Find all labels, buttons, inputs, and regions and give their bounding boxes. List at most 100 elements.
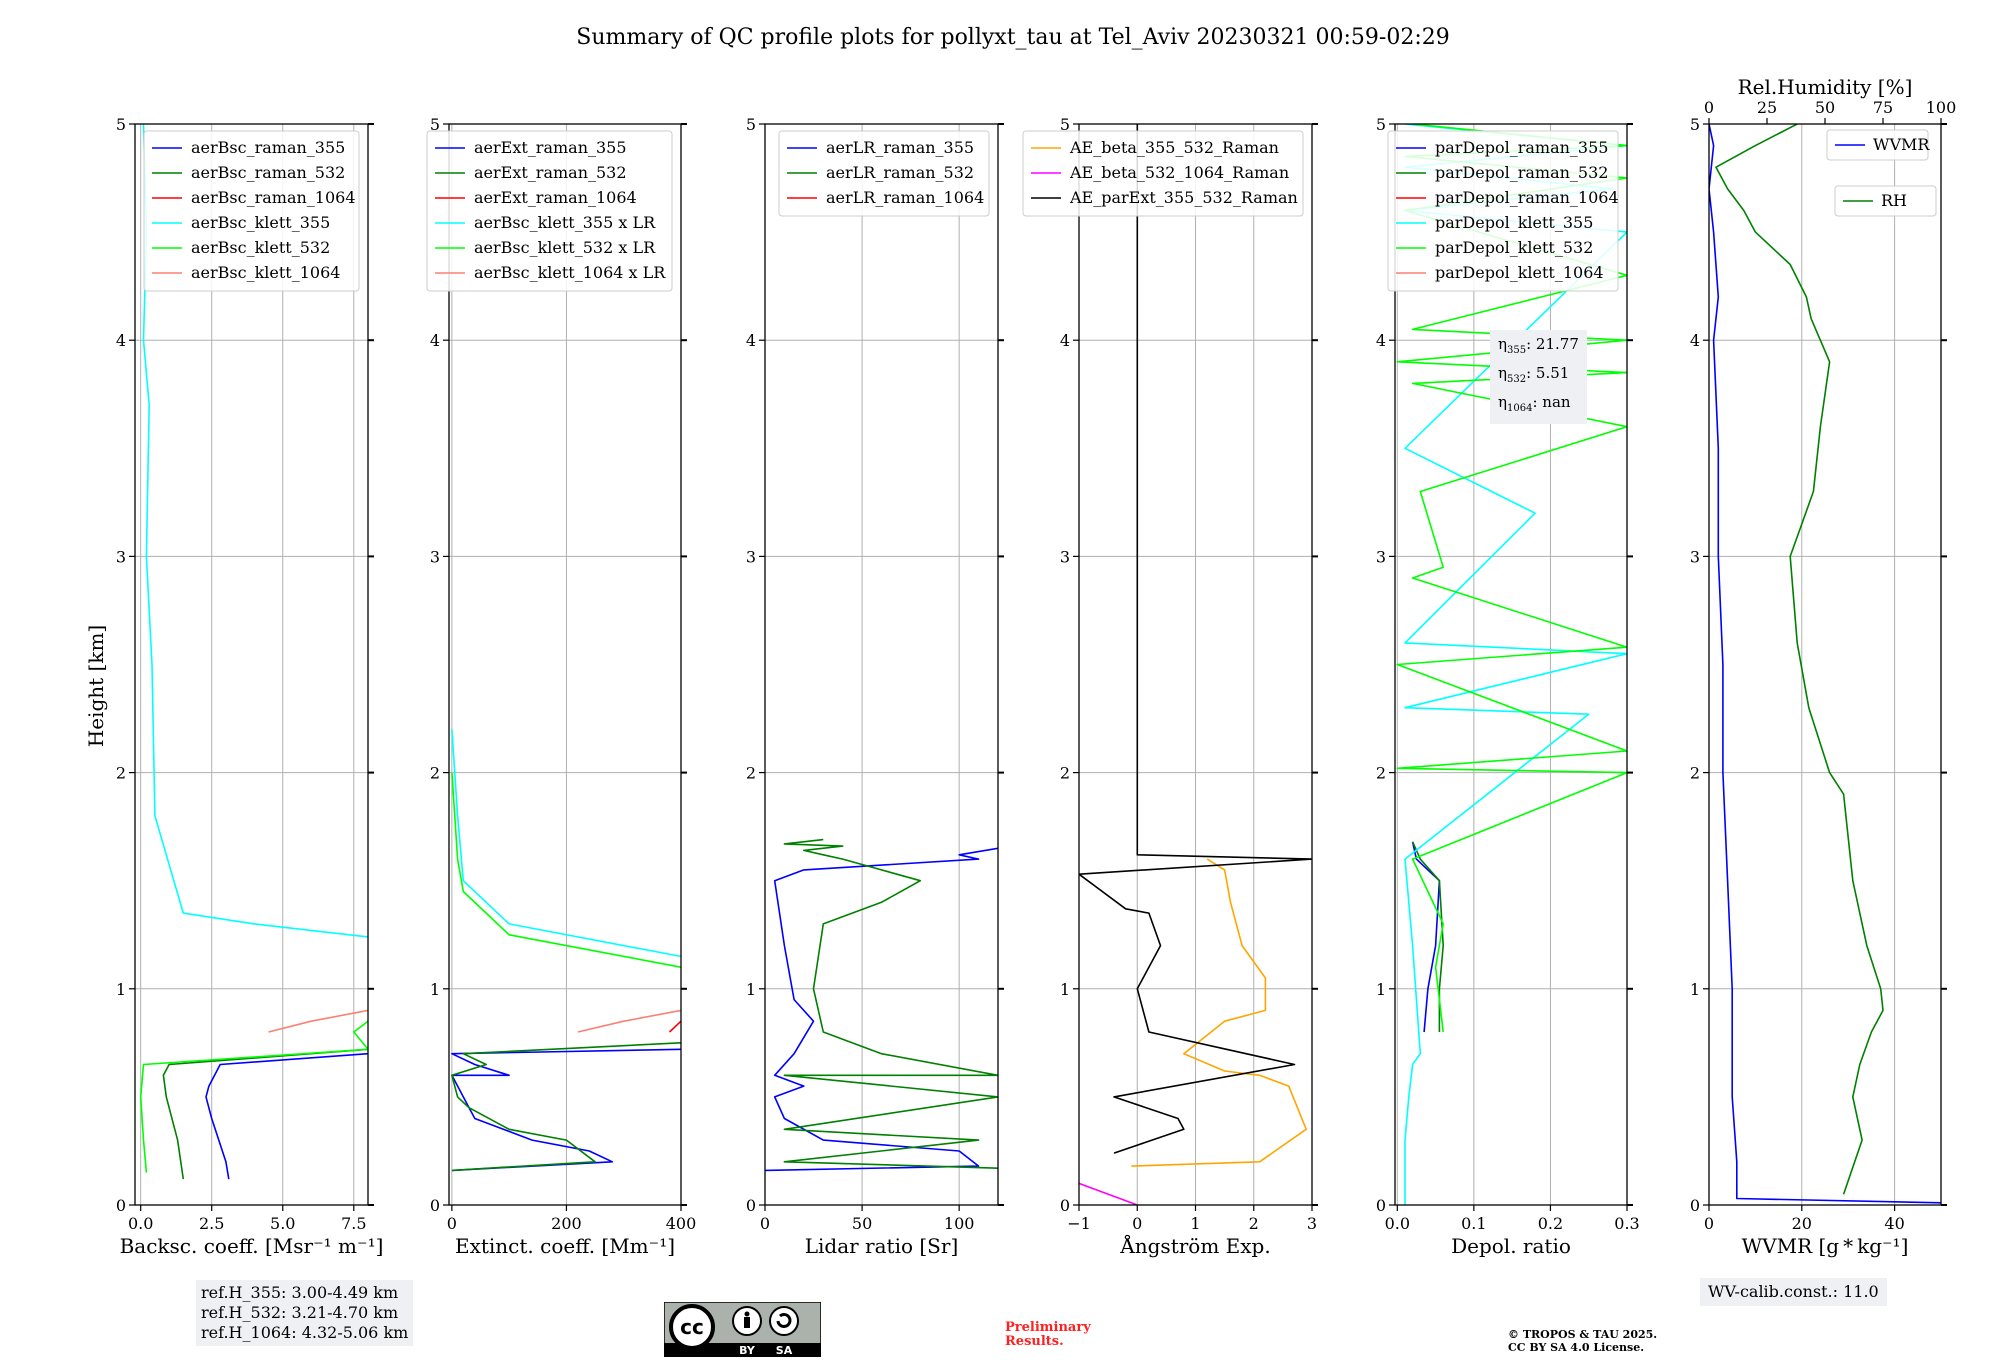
legend: parDepol_raman_355 parDepol_raman_532 parD… <box>1387 130 1619 292</box>
top-axis-label: Rel.Humidity [%] <box>1738 75 1913 99</box>
eta-532-value: 5.51 <box>1535 364 1570 382</box>
series-line-AE_beta_355_532_Raman <box>1131 858 1307 1167</box>
series-group <box>451 729 681 1172</box>
y-tick-label: 1 <box>1690 980 1700 999</box>
y-tick-label: 5 <box>1060 115 1070 134</box>
y-tick-label: 0 <box>1060 1196 1070 1215</box>
y-tick-label: 5 <box>746 115 756 134</box>
series-group <box>1709 124 1941 1204</box>
panel-ext: 0 200 400 0 1 2 3 4 5 Extinct. coeff. [Mm⁻¹] aerEx… <box>426 115 696 1258</box>
y-tick-label: 0 <box>1690 1196 1700 1215</box>
y-tick-label: 4 <box>430 331 440 350</box>
y-tick-label: 2 <box>430 764 440 783</box>
y-tick-label: 0 <box>746 1196 756 1215</box>
x-tick-label: 7.5 <box>341 1214 366 1233</box>
panel-dep: 0.0 0.1 0.2 0.3 0 1 2 3 4 5 Depol. ratio parDepol_r… <box>1376 115 1640 1258</box>
series-line-aerLR_raman_532 <box>783 838 998 1169</box>
legend-label: aerLR_raman_1064 <box>826 188 984 207</box>
preliminary-notice: Preliminary Results. <box>1005 1320 1091 1349</box>
top-x-tick-label: 25 <box>1757 98 1777 117</box>
y-tick-label: 3 <box>116 547 126 566</box>
reference-heights-box: ref.H_355: 3.00-4.49 km ref.H_532: 3.21-4… <box>196 1280 414 1346</box>
legend-label: aerBsc_klett_532 x LR <box>474 238 656 257</box>
legend-label: aerBsc_raman_1064 <box>191 188 356 207</box>
y-tick-label: 0 <box>1376 1196 1386 1215</box>
x-axis-label: Extinct. coeff. [Mm⁻¹] <box>455 1234 675 1258</box>
x-axis-label: Depol. ratio <box>1451 1234 1571 1258</box>
axes-frame <box>1394 123 1628 1206</box>
axes-frame <box>1078 123 1313 1206</box>
svg-text:BY: BY <box>739 1344 756 1357</box>
top-x-tick-label: 50 <box>1815 98 1835 117</box>
legend-label: parDepol_klett_532 <box>1435 238 1593 257</box>
y-tick-label: 5 <box>430 115 440 134</box>
x-axis-label: WVMR [g * kg⁻¹] <box>1742 1234 1909 1258</box>
legend-label: parDepol_klett_355 <box>1435 213 1593 232</box>
x-tick-label: 0 <box>760 1214 770 1233</box>
legend: aerExt_raman_355 aerExt_raman_532 aerExt_r… <box>426 130 673 292</box>
series-line-aerBsc_klett_532 x LR <box>451 772 681 968</box>
legend-label: parDepol_raman_1064 <box>1435 188 1619 207</box>
x-axis-label: Ångström Exp. <box>1119 1233 1270 1258</box>
series-line-AE_parExt_355_532_Raman <box>1079 124 1312 1154</box>
legend: aerBsc_raman_355 aerBsc_raman_532 aerBsc_r… <box>143 130 360 292</box>
sa-share-alike-icon <box>769 1306 799 1336</box>
y-tick-label: 4 <box>1690 331 1700 350</box>
x-tick-label: 20 <box>1792 1214 1812 1233</box>
legend-label: aerBsc_klett_1064 <box>191 263 340 282</box>
series-line-RH <box>1715 124 1884 1195</box>
y-axis-label: Height [km] <box>84 625 108 747</box>
panel-lr: 0 50 100 0 1 2 3 4 5 Lidar ratio [Sr] aerLR_raman_… <box>746 115 1004 1258</box>
y-tick-label: 3 <box>746 547 756 566</box>
series-group <box>765 838 998 1172</box>
x-tick-label: 0 <box>447 1214 457 1233</box>
legend-label: WVMR <box>1873 135 1930 154</box>
legend-label: aerBsc_raman_532 <box>191 163 345 182</box>
y-tick-label: 1 <box>116 980 126 999</box>
x-tick-label: 0.0 <box>128 1214 153 1233</box>
x-tick-label: 0 <box>1132 1214 1142 1233</box>
x-tick-label: 2 <box>1249 1214 1259 1233</box>
legend-WVMR: WVMR <box>1826 129 1930 161</box>
legend-label: aerLR_raman_355 <box>826 138 974 157</box>
series-line-aerLR_raman_355 <box>765 847 998 1172</box>
top-x-tick-label: 100 <box>1926 98 1957 117</box>
legend-label: AE_beta_355_532_Raman <box>1069 138 1279 157</box>
legend-label: AE_parExt_355_532_Raman <box>1069 188 1298 207</box>
legend-RH: RH <box>1834 185 1937 217</box>
legend-label: aerBsc_klett_355 <box>191 213 330 232</box>
y-tick-label: 5 <box>116 115 126 134</box>
ref-height-532: ref.H_532: 3.21-4.70 km <box>201 1303 399 1322</box>
wv-calib-text: WV-calib.const.: 11.0 <box>1708 1282 1879 1301</box>
legend-label: aerBsc_raman_355 <box>191 138 345 157</box>
y-tick-label: 2 <box>116 764 126 783</box>
y-tick-label: 1 <box>430 980 440 999</box>
y-tick-label: 3 <box>1690 547 1700 566</box>
series-line-aerExt_raman_355 <box>451 1048 681 1172</box>
y-tick-label: 1 <box>1376 980 1386 999</box>
x-axis-label: Lidar ratio [Sr] <box>805 1234 959 1258</box>
x-tick-label: 0.2 <box>1538 1214 1563 1233</box>
top-x-tick-label: 0 <box>1704 98 1714 117</box>
y-tick-label: 2 <box>1690 764 1700 783</box>
y-tick-label: 0 <box>116 1196 126 1215</box>
legend-label: aerExt_raman_355 <box>474 138 627 157</box>
legend-label: parDepol_klett_1064 <box>1435 263 1604 282</box>
legend-label: aerExt_raman_1064 <box>474 188 637 207</box>
y-tick-label: 3 <box>1376 547 1386 566</box>
y-tick-label: 4 <box>1060 331 1070 350</box>
panel-bsc: 0.0 2.5 5.0 7.5 0 1 2 3 4 5 Backsc. coeff. [Msr⁻¹ … <box>116 115 384 1258</box>
svg-text:cc: cc <box>680 1315 704 1339</box>
y-tick-label: 4 <box>116 331 126 350</box>
y-tick-label: 0 <box>430 1196 440 1215</box>
x-tick-label: −1 <box>1067 1214 1091 1233</box>
series-group <box>1079 124 1312 1205</box>
legend-label: parDepol_raman_532 <box>1435 163 1608 182</box>
y-tick-label: 1 <box>1060 980 1070 999</box>
x-tick-label: 5.0 <box>270 1214 295 1233</box>
legend: AE_beta_355_532_Raman AE_beta_532_1064_Ra… <box>1022 130 1304 217</box>
legend-label: aerBsc_klett_532 <box>191 238 330 257</box>
eta-355-value: 21.77 <box>1535 335 1579 353</box>
